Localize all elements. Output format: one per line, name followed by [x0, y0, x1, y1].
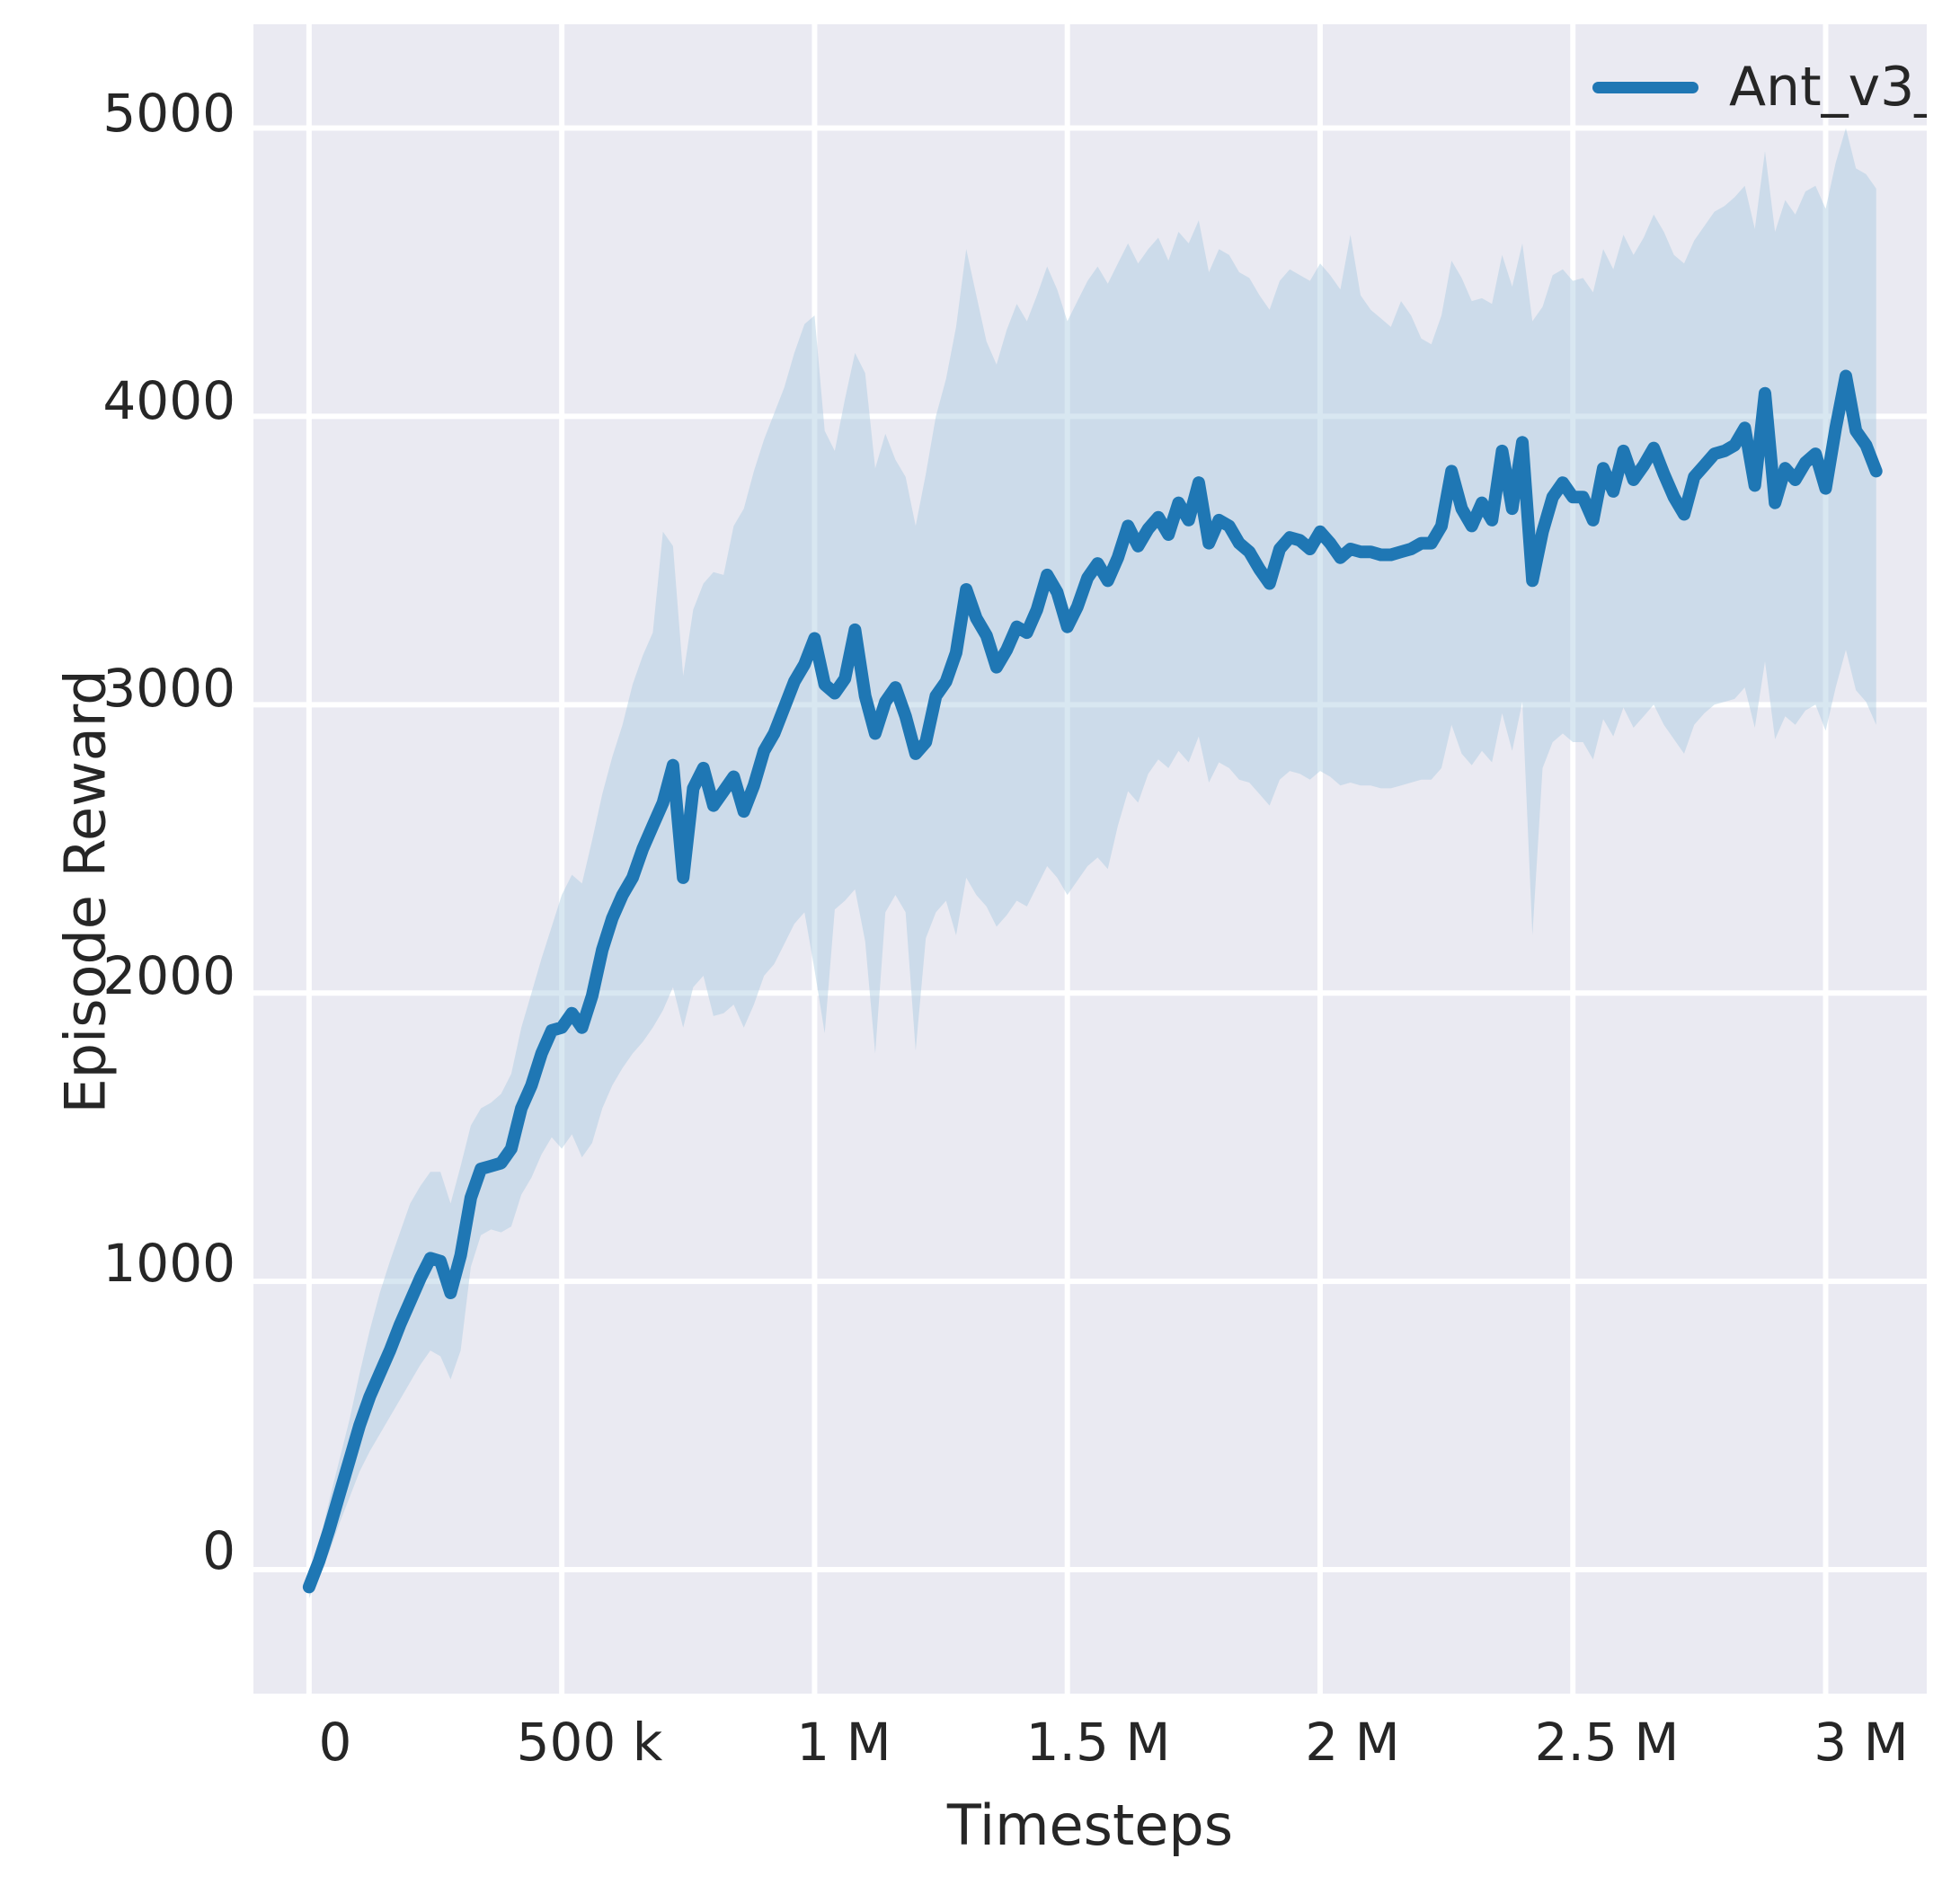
x-tick-label: 0: [318, 1712, 352, 1773]
x-tick-label: 2.5 M: [1534, 1712, 1680, 1773]
plot-area: Ant_v3_ppo (10): [253, 24, 1927, 1694]
x-tick-label: 3 M: [1814, 1712, 1909, 1773]
grid-lines: [253, 24, 1927, 1694]
y-tick-label: 2000: [102, 945, 235, 1006]
x-axis-title: Timesteps: [946, 1792, 1234, 1858]
y-tick-label: 1000: [102, 1233, 235, 1294]
x-tick-label: 500 k: [516, 1712, 663, 1773]
y-tick-label: 4000: [102, 370, 235, 431]
x-tick-label: 1.5 M: [1025, 1712, 1171, 1773]
x-tick-label: 1 M: [796, 1712, 891, 1773]
series-layer: [302, 128, 1883, 1599]
y-tick-label: 3000: [102, 658, 235, 719]
y-axis-title: Episode Reward: [52, 669, 119, 1114]
legend-entry-label: Ant_v3_ppo (10): [1729, 56, 1927, 119]
y-tick-label: 5000: [102, 83, 235, 144]
legend-color-swatch: [1592, 81, 1698, 93]
y-tick-label: 0: [202, 1520, 235, 1581]
x-tick-label: 2 M: [1305, 1712, 1400, 1773]
legend: Ant_v3_ppo (10): [1592, 60, 1927, 114]
confidence-band: [308, 128, 1876, 1599]
series-line: [302, 369, 1883, 1594]
